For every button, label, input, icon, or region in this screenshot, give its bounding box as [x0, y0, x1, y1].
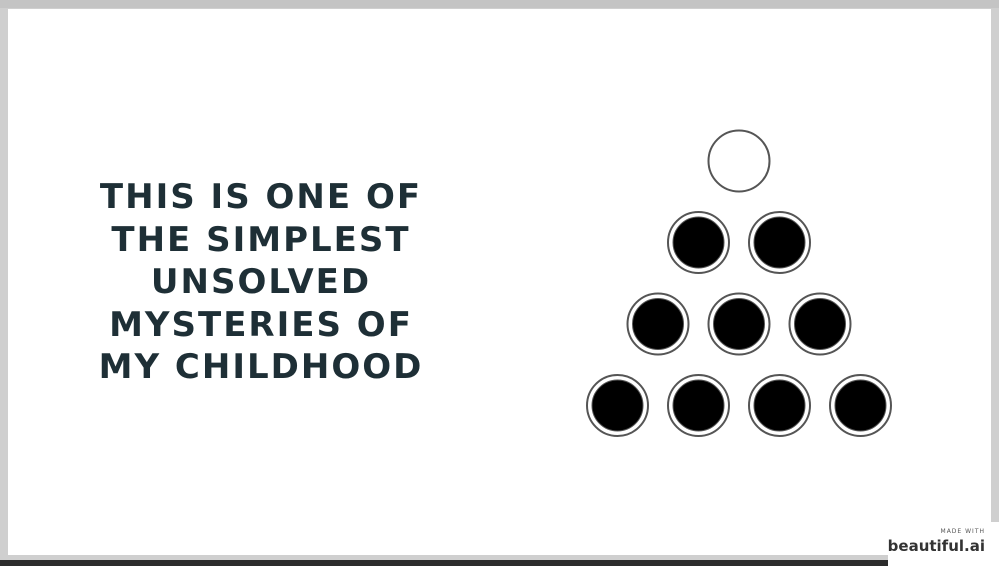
headline-line: THE SIMPLEST: [111, 219, 411, 260]
filled-circle: [667, 374, 730, 437]
filled-circle: [707, 292, 771, 356]
filled-circle: [748, 374, 811, 437]
filled-circle: [829, 374, 892, 437]
made-with-badge[interactable]: MADE WITH beautiful.ai: [888, 522, 999, 566]
window-top-bar: [0, 0, 999, 8]
headline-line: MYSTERIES OF: [109, 304, 413, 345]
made-with-label: MADE WITH: [940, 528, 985, 535]
filled-circle: [788, 292, 852, 356]
filled-circle: [667, 211, 730, 274]
headline-line: THIS IS ONE OF: [99, 177, 423, 217]
empty-circle: [707, 129, 771, 193]
brand-logo: beautiful.ai: [887, 537, 985, 555]
headline-line: UNSOLVED: [150, 262, 372, 302]
filled-circle: [626, 292, 690, 356]
headline-line: MY CHILDHOOD: [98, 347, 424, 387]
window-bottom-bar: [0, 560, 999, 566]
slide-canvas: [8, 9, 991, 555]
slide-headline: THIS IS ONE OF THE SIMPLEST UNSOLVED MYS…: [76, 176, 446, 389]
filled-circle: [586, 374, 649, 437]
filled-circle: [748, 211, 811, 274]
